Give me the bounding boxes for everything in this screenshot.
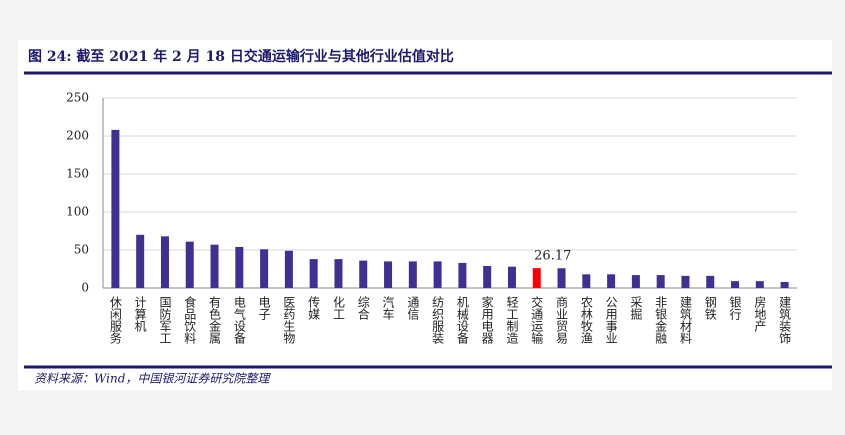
bar [260, 249, 269, 288]
bar [334, 259, 343, 288]
x-tick-label: 非银金融 [654, 296, 668, 345]
bar [557, 268, 566, 288]
bar [458, 262, 467, 288]
bar [706, 275, 715, 288]
bar [160, 236, 169, 288]
x-tick-label: 建筑装饰 [778, 296, 792, 344]
x-tick-label: 通信 [406, 296, 420, 321]
bar [185, 241, 194, 288]
x-tick-label: 综合 [356, 296, 370, 320]
bar [507, 266, 516, 288]
bar [582, 274, 591, 288]
bar [111, 129, 120, 288]
panel [18, 40, 832, 390]
x-tick-label: 计算机 [133, 296, 147, 332]
x-tick-label: 医药生物 [282, 296, 296, 344]
source-note: 资料来源：Wind，中国银河证券研究院整理 [34, 372, 271, 386]
y-tick-label: 200 [66, 129, 89, 143]
x-tick-label: 家用电器 [480, 295, 494, 345]
bar [309, 259, 318, 288]
bar [235, 246, 244, 288]
bar [433, 261, 442, 288]
bar [631, 275, 640, 288]
x-tick-label: 有色金属 [208, 296, 222, 345]
x-tick-label: 采掘 [629, 296, 643, 321]
bar [681, 275, 690, 288]
y-tick-label: 100 [66, 205, 89, 219]
x-tick-label: 房地产 [753, 295, 767, 333]
x-tick-label: 电子 [257, 296, 271, 320]
x-tick-label: 钢铁 [703, 296, 717, 320]
bar [755, 281, 764, 288]
bar [532, 268, 541, 288]
chart-title: 图 24: 截至 2021 年 2 月 18 日交通运输行业与其他行业估值对比 [28, 48, 454, 65]
bar [136, 234, 145, 288]
x-tick-label: 化工 [331, 296, 345, 320]
x-tick-label: 传媒 [307, 295, 321, 320]
bar [408, 261, 417, 288]
x-tick-label: 建筑材料 [678, 296, 692, 344]
x-tick-label: 汽车 [381, 295, 395, 321]
bar [359, 260, 368, 288]
x-tick-label: 机械设备 [455, 296, 469, 345]
x-tick-label: 国防军工 [158, 296, 172, 344]
x-tick-label: 商业贸易 [555, 295, 569, 345]
y-tick-label: 50 [74, 243, 89, 257]
x-tick-label: 交通运输 [530, 295, 544, 345]
bar [607, 274, 616, 288]
bar [284, 250, 293, 288]
bar [780, 281, 789, 288]
x-tick-label: 食品饮料 [183, 295, 197, 344]
bar [384, 261, 393, 288]
bar [483, 265, 492, 288]
y-tick-label: 150 [66, 167, 89, 181]
x-tick-label: 轻工制造 [505, 296, 519, 344]
x-tick-label: 农林牧渔 [579, 296, 593, 344]
bar [656, 275, 665, 288]
x-tick-label: 银行 [728, 296, 742, 320]
x-tick-label: 电气设备 [232, 296, 246, 345]
data-label: 26.17 [534, 249, 571, 264]
x-tick-label: 休闲服务 [108, 296, 122, 344]
bar [210, 244, 219, 288]
y-tick-label: 0 [81, 281, 89, 295]
bar [731, 281, 740, 288]
x-tick-label: 纺织服装 [431, 296, 445, 345]
x-tick-label: 公用事业 [604, 296, 618, 344]
y-tick-label: 250 [66, 91, 89, 105]
